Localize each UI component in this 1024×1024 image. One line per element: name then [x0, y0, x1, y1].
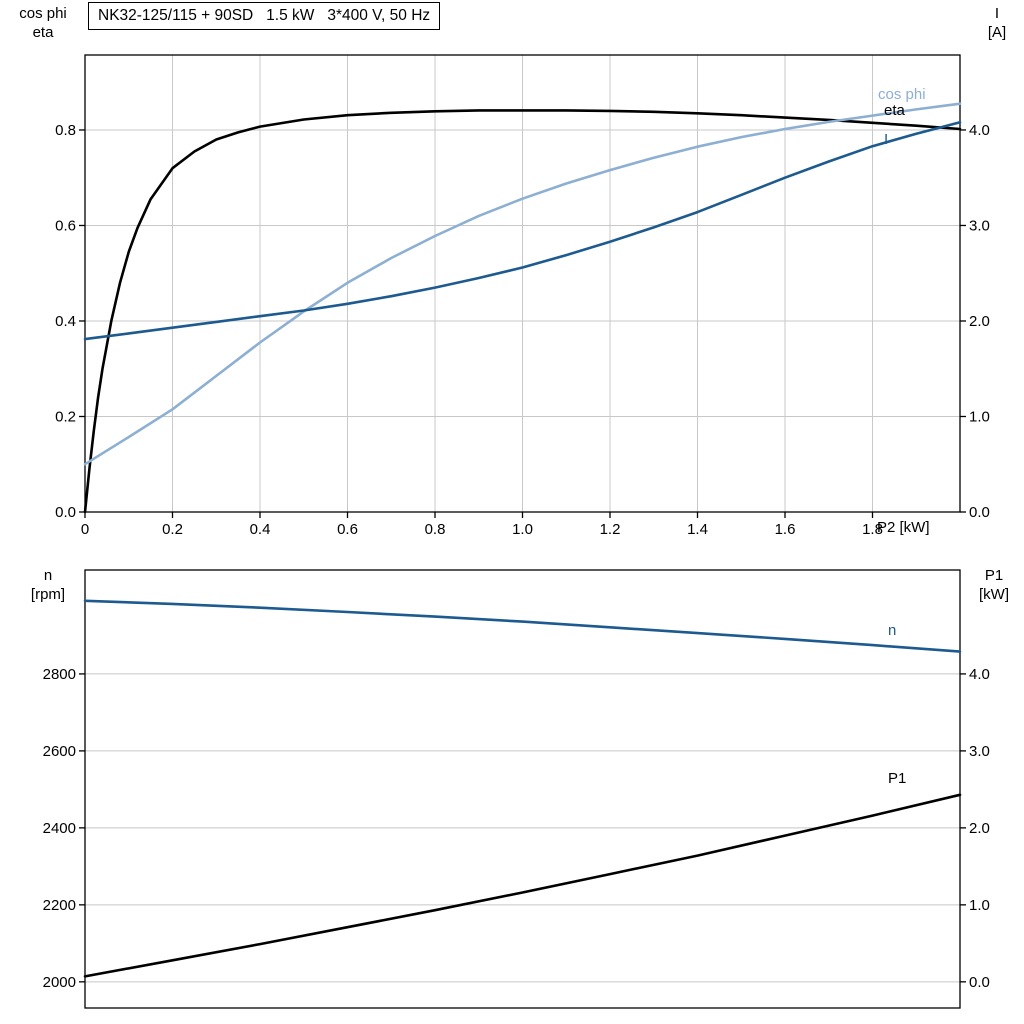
x-tick-label: 1.2 [600, 521, 621, 538]
x-tick-label: 0.6 [337, 521, 358, 538]
series-eta [83, 109, 962, 514]
y-right-tick-label: 3.0 [969, 217, 990, 234]
x-tick-label: 0 [81, 521, 89, 538]
axis-title-current: I [994, 5, 1000, 22]
axis-title-speed-unit: [rpm] [30, 586, 66, 603]
curve-label-current: I [884, 131, 889, 148]
series-p1 [83, 793, 962, 978]
chart-title-box: NK32-125/115 + 90SD 1.5 kW 3*400 V, 50 H… [88, 2, 441, 30]
x-tick-label: 1.0 [512, 521, 533, 538]
y-right-tick-label: 3.0 [969, 743, 990, 760]
y-left-tick-label: 2400 [43, 820, 76, 837]
y-left-tick-label: 0.6 [55, 217, 76, 234]
x-axis-title: P2 [kW] [877, 519, 930, 536]
x-tick-label: 1.6 [775, 521, 796, 538]
curve-label-speed: n [888, 622, 897, 639]
y-left-tick-label: 0.0 [55, 504, 76, 521]
x-tick-label: 0.4 [250, 521, 271, 538]
x-tick-label: 0.2 [162, 521, 183, 538]
bottom-left-axis-title: n [rpm] [20, 566, 76, 604]
axis-title-eta: eta [32, 24, 54, 41]
y-right-tick-label: 1.0 [969, 408, 990, 425]
y-left-tick-label: 0.4 [55, 313, 76, 330]
y-left-tick-label: 2200 [43, 897, 76, 914]
axis-title-cos-phi: cos phi [19, 5, 67, 22]
y-left-tick-label: 0.2 [55, 408, 76, 425]
curve-label-cos-phi: cos phi [878, 86, 926, 103]
y-right-tick-label: 2.0 [969, 313, 990, 330]
y-left-tick-label: 2000 [43, 974, 76, 991]
axis-title-p1: P1 [984, 567, 1004, 584]
y-left-tick-label: 2800 [43, 666, 76, 683]
series-n [83, 599, 962, 653]
series-i [83, 121, 962, 341]
curve-label-eta: eta [884, 102, 905, 119]
plot-frame [84, 569, 961, 1009]
curve-label-p1: P1 [888, 770, 907, 787]
top-right-axis-title: I [A] [971, 4, 1023, 42]
series-cos-phi [83, 102, 962, 466]
top-left-axis-title: cos phi eta [3, 4, 83, 42]
x-tick-label: 1.8 [862, 521, 883, 538]
y-right-tick-label: 0.0 [969, 974, 990, 991]
chart-electrical: 0 0.2 0.4 0.6 0.8 1.0 1.2 1.4 1.6 1.8 0.0 0.2 0.4 0.6… [55, 54, 990, 538]
axis-title-current-unit: [A] [987, 24, 1007, 41]
x-tick-label: 1.4 [687, 521, 708, 538]
x-tick-label: 0.8 [425, 521, 446, 538]
axis-title-p1-unit: [kW] [979, 586, 1009, 603]
y-right-tick-label: 4.0 [969, 122, 990, 139]
y-right-tick-label: 2.0 [969, 820, 990, 837]
y-right-tick-label: 4.0 [969, 666, 990, 683]
y-left-tick-label: 0.8 [55, 122, 76, 139]
y-right-tick-label: 0.0 [969, 504, 990, 521]
y-right-tick-label: 1.0 [969, 897, 990, 914]
chart-title: NK32-125/115 + 90SD 1.5 kW 3*400 V, 50 H… [98, 7, 431, 24]
axis-title-speed: n [43, 567, 53, 584]
chart-speed-power: 2000 2200 2400 2600 2800 0.0 1.0 2.0 3.0 4.0 [43, 569, 990, 1009]
bottom-right-axis-title: P1 [kW] [966, 566, 1022, 604]
y-left-tick-label: 2600 [43, 743, 76, 760]
